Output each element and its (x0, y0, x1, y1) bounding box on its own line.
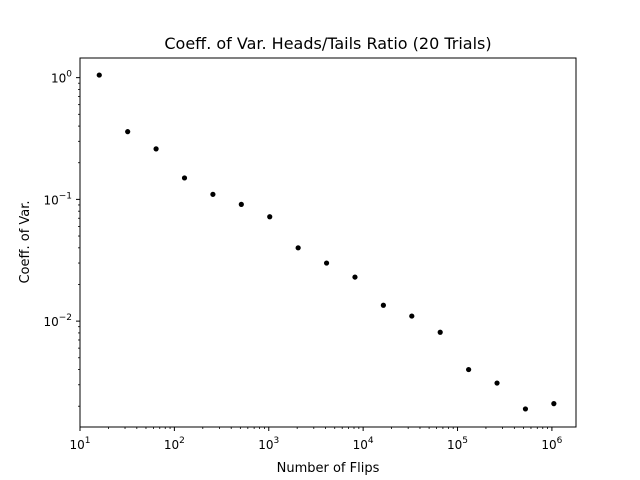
data-point-5 (238, 201, 244, 207)
axis-ticks: 101 102 103 104 105 106 10−2 10−1 100 (43, 70, 562, 452)
data-point-0 (96, 72, 102, 78)
y-tick-label-1: 10−1 (43, 191, 72, 207)
plot-frame (79, 57, 577, 428)
x-tick-label-0: 101 (69, 436, 90, 452)
data-point-2 (153, 146, 159, 152)
data-point-10 (380, 302, 386, 308)
data-point-16 (551, 401, 557, 407)
x-tick-label-2: 103 (258, 436, 279, 452)
y-tick-label-0: 10−2 (43, 313, 72, 329)
data-point-9 (352, 274, 358, 280)
data-point-12 (437, 329, 443, 335)
chart-title: Coeff. of Var. Heads/Tails Ratio (20 Tri… (164, 34, 491, 53)
data-point-6 (267, 214, 273, 220)
y-axis-label: Coeff. of Var. (18, 200, 33, 283)
data-point-3 (181, 175, 188, 181)
data-point-11 (409, 313, 415, 319)
x-tick-label-1: 102 (164, 436, 185, 452)
x-tick-label-3: 104 (353, 436, 374, 452)
data-point-13 (466, 366, 472, 373)
data-point-14 (494, 380, 500, 386)
y-tick-label-2: 100 (51, 70, 72, 86)
data-point-1 (125, 129, 131, 135)
data-point-4 (210, 191, 216, 197)
x-axis-label: Number of Flips (277, 461, 380, 476)
data-points (96, 72, 557, 412)
data-point-8 (323, 260, 330, 266)
data-point-7 (295, 245, 301, 251)
x-tick-label-5: 106 (541, 436, 562, 452)
x-tick-label-4: 105 (447, 436, 468, 452)
data-point-15 (522, 406, 529, 412)
